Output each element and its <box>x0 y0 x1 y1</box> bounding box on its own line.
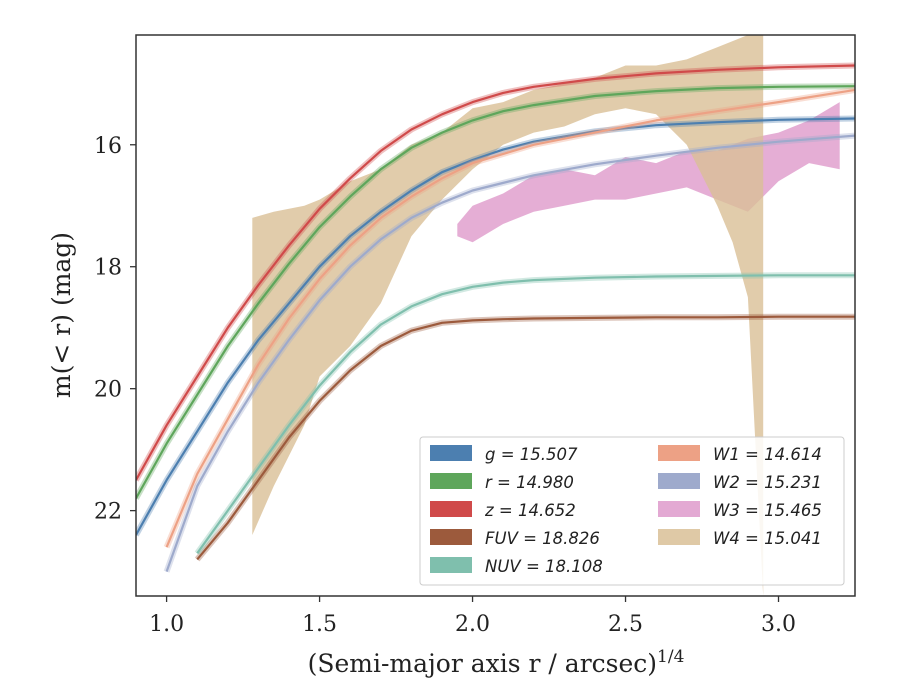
legend-swatch-w1 <box>658 445 700 461</box>
y-axis-label: m(< r) (mag) <box>47 232 76 398</box>
legend-box <box>419 436 845 586</box>
legend-swatch-w4 <box>658 529 700 545</box>
legend-label-w3: W3 = 15.465 <box>713 501 822 520</box>
x-tick-label: 3.0 <box>761 612 796 637</box>
y-tick-label: 22 <box>94 500 122 525</box>
y-axis: 16 18 20 22 <box>94 134 136 525</box>
x-axis-label-superscript: 1/4 <box>657 647 684 667</box>
plot-frame <box>135 34 856 597</box>
series-line-g <box>136 117 855 536</box>
x-tick-label: 1.5 <box>302 612 337 637</box>
band-layer <box>252 35 840 596</box>
x-tick-label: 1.0 <box>149 612 184 637</box>
legend-label-fuv: FUV = 18.826 <box>485 529 600 548</box>
legend-label-z: z = 14.652 <box>484 501 576 520</box>
legend-swatch-w2 <box>658 473 700 489</box>
legend-swatch-w3 <box>658 501 700 517</box>
series-line-w2 <box>165 134 855 572</box>
series-band-w4 <box>252 35 764 596</box>
x-tick-label: 2.5 <box>608 612 643 637</box>
series-line-z <box>136 64 855 481</box>
legend-label-w1: W1 = 14.614 <box>713 445 822 464</box>
series-line-fuv <box>196 315 855 561</box>
legend-label-w2: W2 = 15.231 <box>713 473 822 492</box>
series-line-nuv <box>196 274 855 554</box>
legend-swatch-fuv <box>430 529 472 545</box>
legend-label-r: r = 14.980 <box>485 473 574 492</box>
x-axis: 1.0 1.5 2.0 2.5 3.0 <box>149 596 796 637</box>
legend: g = 15.507 r = 14.980 z = 14.652 FUV = 18.8… <box>419 436 845 586</box>
x-tick-label: 2.0 <box>455 612 490 637</box>
y-tick-label: 18 <box>94 256 122 281</box>
legend-label-g: g = 15.507 <box>485 445 578 464</box>
x-axis-label: (Semi-major axis r / arcsec)1/4 <box>308 647 685 678</box>
legend-swatch-z <box>430 501 472 517</box>
legend-label-w4: W4 = 15.041 <box>713 529 822 548</box>
legend-swatch-g <box>430 445 472 461</box>
x-axis-label-text: (Semi-major axis r / arcsec) <box>308 649 657 678</box>
legend-swatch-nuv <box>430 557 472 573</box>
legend-swatch-r <box>430 473 472 489</box>
line-layer <box>136 62 855 573</box>
series-line-w1 <box>165 88 855 548</box>
y-tick-label: 20 <box>94 378 122 403</box>
legend-label-nuv: NUV = 18.108 <box>485 557 603 576</box>
y-tick-label: 16 <box>94 134 122 159</box>
series-line-r <box>136 85 855 499</box>
